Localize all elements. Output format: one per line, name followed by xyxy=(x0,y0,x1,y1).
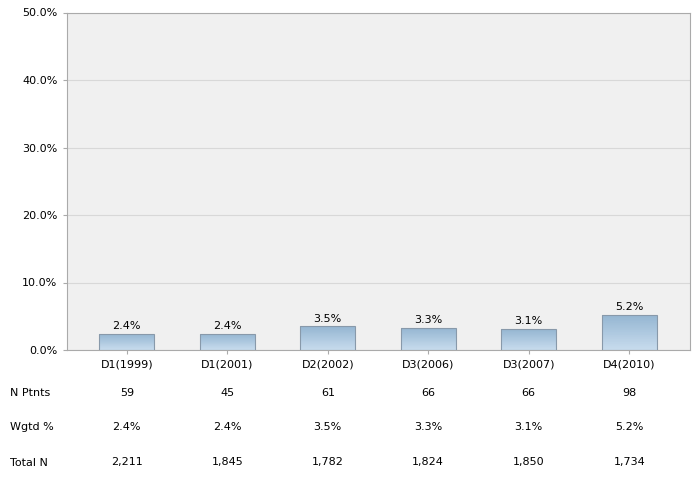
Bar xyxy=(601,339,657,340)
Bar xyxy=(601,333,657,334)
Bar xyxy=(601,315,657,316)
Text: 3.3%: 3.3% xyxy=(414,315,442,325)
Text: 1,850: 1,850 xyxy=(513,458,545,468)
Bar xyxy=(601,320,657,321)
Bar xyxy=(601,343,657,344)
Text: 1,734: 1,734 xyxy=(613,458,645,468)
Bar xyxy=(300,326,356,350)
Bar xyxy=(601,322,657,324)
Bar xyxy=(601,319,657,320)
Text: 66: 66 xyxy=(421,388,435,398)
Bar xyxy=(601,345,657,346)
Text: N Ptnts: N Ptnts xyxy=(10,388,50,398)
Bar xyxy=(601,348,657,350)
Bar xyxy=(601,331,657,332)
Bar xyxy=(601,318,657,319)
Bar xyxy=(601,326,657,327)
Text: 2.4%: 2.4% xyxy=(113,422,141,432)
Text: 3.5%: 3.5% xyxy=(314,422,342,432)
Bar xyxy=(601,330,657,331)
Bar xyxy=(601,324,657,326)
Bar xyxy=(601,328,657,329)
Bar xyxy=(601,315,657,350)
Text: 3.3%: 3.3% xyxy=(414,422,442,432)
Text: 1,824: 1,824 xyxy=(412,458,444,468)
Bar xyxy=(601,341,657,342)
Text: 59: 59 xyxy=(120,388,134,398)
Text: 3.5%: 3.5% xyxy=(314,314,342,324)
Text: 2.4%: 2.4% xyxy=(113,321,141,331)
Bar xyxy=(601,336,657,338)
Bar xyxy=(601,332,657,333)
Bar xyxy=(199,334,255,350)
Bar xyxy=(601,347,657,348)
Bar xyxy=(601,329,657,330)
Bar xyxy=(601,340,657,341)
Bar xyxy=(601,342,657,343)
Text: 61: 61 xyxy=(321,388,335,398)
Text: 5.2%: 5.2% xyxy=(615,302,643,312)
Text: 98: 98 xyxy=(622,388,636,398)
Bar xyxy=(601,346,657,347)
Bar xyxy=(99,334,155,350)
Text: 3.1%: 3.1% xyxy=(514,316,543,326)
Text: 1,782: 1,782 xyxy=(312,458,344,468)
Bar xyxy=(601,327,657,328)
Bar xyxy=(601,338,657,339)
Text: 66: 66 xyxy=(522,388,536,398)
Bar xyxy=(601,316,657,317)
Text: 2.4%: 2.4% xyxy=(213,422,241,432)
Text: 45: 45 xyxy=(220,388,234,398)
Text: Total N: Total N xyxy=(10,458,48,468)
Text: Wgtd %: Wgtd % xyxy=(10,422,55,432)
Bar xyxy=(400,328,456,350)
Text: 5.2%: 5.2% xyxy=(615,422,643,432)
Text: 2.4%: 2.4% xyxy=(213,321,241,331)
Bar xyxy=(601,334,657,336)
Text: 2,211: 2,211 xyxy=(111,458,143,468)
Text: 1,845: 1,845 xyxy=(211,458,243,468)
Bar xyxy=(601,317,657,318)
Bar xyxy=(601,321,657,322)
Bar xyxy=(601,344,657,345)
Text: 3.1%: 3.1% xyxy=(514,422,543,432)
Bar xyxy=(501,329,556,350)
